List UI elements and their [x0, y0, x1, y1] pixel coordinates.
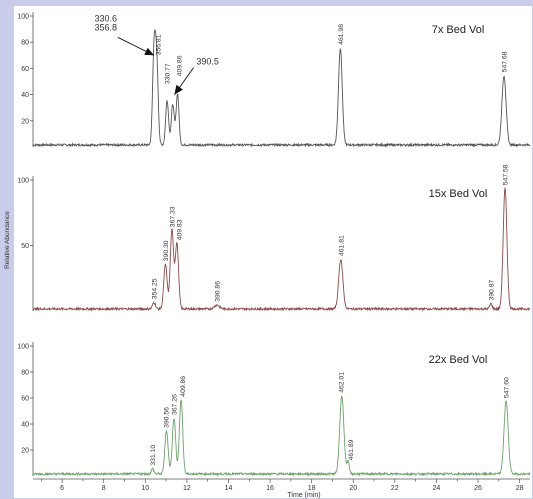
callout-label: 390.5: [196, 56, 219, 66]
chromatogram-trace: [32, 187, 531, 312]
panel-title: 22x Bed Vol: [429, 354, 488, 366]
x-tick-label: 18: [308, 485, 316, 492]
peak-label: 367.33: [169, 206, 176, 227]
y-tick-label: 20: [21, 118, 29, 125]
y-tick-label: 100: [17, 14, 29, 21]
x-tick-label: 22: [391, 485, 399, 492]
plot-panel-background: [14, 6, 532, 498]
y-tick-label: 60: [21, 396, 29, 403]
peak-label: 462.01: [339, 372, 346, 393]
peak-label: 409.83: [177, 219, 184, 240]
peak-label: 390.87: [488, 279, 495, 300]
peak-label: 331.10: [150, 445, 157, 466]
x-tick-label: 12: [183, 485, 191, 492]
peak-label: 547.60: [504, 377, 511, 398]
x-tick-label: 20: [349, 485, 357, 492]
peak-label: 409.86: [180, 376, 187, 397]
y-tick-label: 20: [21, 448, 29, 455]
peak-label: 461.81: [338, 235, 345, 256]
peak-label: 390.86: [215, 281, 222, 302]
y-tick-label: 80: [21, 40, 29, 47]
callout-label: 330.6: [95, 13, 118, 23]
y-tick-label: 100: [17, 178, 29, 185]
callout-label: 356.8: [95, 22, 118, 32]
callout-arrow-head: [144, 47, 154, 56]
chromatogram-trace: [32, 395, 531, 477]
x-tick-label: 28: [516, 485, 524, 492]
peak-label: 330.77: [165, 63, 172, 84]
panel-1: 20 40 60 80 100 356.81 330.77 409.86 461.98 547.6…: [17, 12, 531, 148]
x-tick-label: 16: [266, 485, 274, 492]
peak-label: 547.58: [503, 164, 510, 185]
peak-label: 409.86: [177, 55, 184, 76]
x-tick-label: 26: [474, 485, 482, 492]
panel-title: 7x Bed Vol: [432, 24, 485, 36]
y-tick-label: 40: [21, 422, 29, 429]
y-tick-label: 50: [21, 243, 29, 250]
chromatogram-trace: [32, 29, 531, 148]
panel-title: 15x Bed Vol: [429, 188, 488, 200]
y-axis-label: Relative Abundance: [4, 211, 11, 269]
x-tick-label: 14: [225, 485, 233, 492]
peak-label: 367.26: [172, 394, 179, 415]
x-tick-label: 8: [102, 485, 106, 492]
peak-label: 547.68: [502, 51, 509, 72]
x-axis-label: Time (min): [287, 492, 320, 499]
x-tick-label: 24: [433, 485, 441, 492]
x-tick-label: 10: [141, 485, 149, 492]
callout-arrow-head: [174, 84, 183, 95]
peak-label: 461.98: [338, 24, 345, 45]
peak-label: 354.25: [152, 278, 159, 299]
peak-label: 356.81: [156, 34, 163, 55]
chromatogram-plot: 20 40 60 80 100 356.81 330.77 409.86 461.98 547.6…: [17, 12, 531, 492]
x-tick-label: 6: [60, 485, 64, 492]
y-tick-label: 40: [21, 92, 29, 99]
y-tick-label: 100: [17, 344, 29, 351]
y-tick-label: 80: [21, 370, 29, 377]
peak-label: 390.56: [164, 407, 171, 428]
y-tick-label: 60: [21, 66, 29, 73]
peak-label: 461.89: [348, 439, 355, 460]
peak-label: 390.30: [163, 240, 170, 261]
